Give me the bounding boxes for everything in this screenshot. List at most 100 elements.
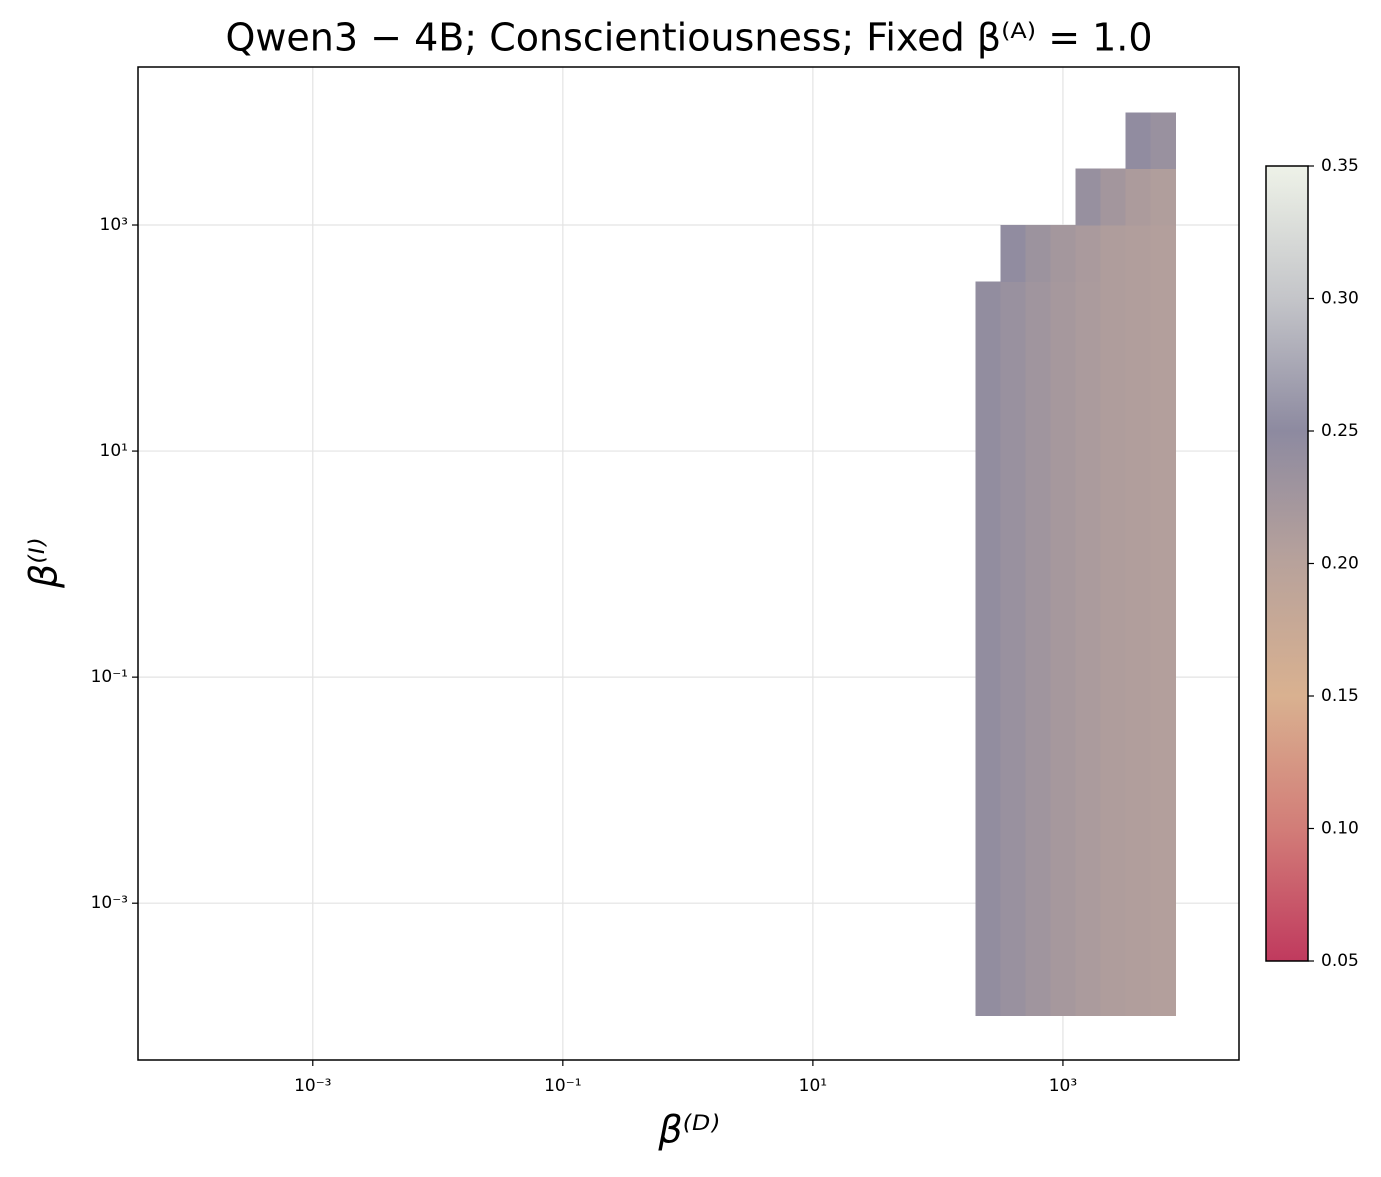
- x-tick-label: 10⁻¹: [544, 1076, 581, 1096]
- heatmap-cell: [1150, 563, 1177, 622]
- heatmap-cell: [1150, 507, 1177, 565]
- chart-title: Qwen3 − 4B; Conscientiousness; Fixed β⁽ᴬ…: [225, 16, 1152, 60]
- heatmap-cell: [1000, 676, 1027, 735]
- heatmap-cell: [975, 789, 1001, 848]
- heatmap-cell: [1150, 846, 1177, 904]
- heatmap-cell: [1125, 224, 1152, 282]
- heatmap-cell: [1000, 733, 1027, 791]
- heatmap-cell: [1050, 281, 1077, 339]
- heatmap-cell: [1025, 846, 1052, 904]
- heatmap-cell: [1075, 903, 1102, 961]
- heatmap-cell: [1125, 450, 1152, 508]
- heatmap-cell: [1150, 676, 1177, 735]
- heatmap-cell: [1075, 394, 1102, 452]
- heatmap-cell: [1100, 733, 1127, 791]
- heatmap-cell: [1125, 112, 1152, 169]
- axes: 10⁻³ 10⁻¹ 10¹ 10³ 10⁻³ 10⁻¹ 10¹ 10³ 0.05 0.10 0.15…: [91, 66, 1359, 1096]
- heatmap-cell: [1025, 903, 1052, 961]
- heatmap-cell: [1100, 563, 1127, 622]
- heatmap-cell: [1000, 224, 1027, 282]
- heatmap-cell: [1050, 620, 1077, 678]
- colorbar-tick-label: 0.30: [1321, 289, 1359, 309]
- heatmap-cell: [975, 846, 1001, 904]
- heatmap-cell: [1150, 450, 1177, 508]
- heatmap-cell: [1025, 337, 1052, 395]
- heatmap-cell: [1075, 224, 1102, 282]
- heatmap-cell: [1025, 733, 1052, 791]
- heatmap-cell: [1100, 337, 1127, 395]
- heatmap-cell: [1000, 620, 1027, 678]
- heatmap-cell: [975, 676, 1001, 735]
- colorbar-tick-label: 0.20: [1321, 554, 1359, 574]
- heatmap-cell: [1150, 337, 1177, 395]
- heatmap-cell: [1125, 789, 1152, 848]
- x-tick-label: 10¹: [799, 1076, 827, 1096]
- heatmap-cell: [1100, 168, 1127, 226]
- heatmap-cell: [1100, 281, 1127, 339]
- heatmap-cell: [1125, 337, 1152, 395]
- heatmap-cell: [1075, 563, 1102, 622]
- x-tick-label: 10⁻³: [294, 1076, 331, 1096]
- heatmap-cell: [1050, 224, 1077, 282]
- x-axis-label: β⁽ᴰ⁾: [657, 1108, 719, 1152]
- heatmap-cell: [1100, 450, 1127, 508]
- y-axis-label: β⁽ᴵ⁾: [22, 538, 66, 589]
- heatmap-cell: [1100, 507, 1127, 565]
- heatmap-cell: [1150, 112, 1177, 169]
- heatmap-cell: [1100, 394, 1127, 452]
- heatmap-cell: [975, 450, 1001, 508]
- heatmap-cell: [1100, 676, 1127, 735]
- heatmap-cell: [1075, 168, 1102, 226]
- heatmap-cell: [1150, 903, 1177, 961]
- heatmap-cell: [1000, 394, 1027, 452]
- heatmap-cell: [1025, 281, 1052, 339]
- colorbar-tick-label: 0.35: [1321, 156, 1359, 176]
- heatmap-cell: [1025, 507, 1052, 565]
- heatmap-cell: [1025, 676, 1052, 735]
- heatmap-cell: [1100, 789, 1127, 848]
- heatmap-cell: [1050, 733, 1077, 791]
- heatmap-cell: [1150, 394, 1177, 452]
- heatmap-cell: [1150, 959, 1177, 1016]
- heatmap-cell: [1025, 224, 1052, 282]
- heatmap-cell: [1150, 224, 1177, 282]
- colorbar-tick-label: 0.15: [1321, 686, 1359, 706]
- heatmap-cell: [1025, 450, 1052, 508]
- heatmap-cell: [975, 620, 1001, 678]
- heatmap-cell: [1150, 168, 1177, 226]
- heatmap-cell: [1050, 676, 1077, 735]
- heatmap-cell: [1000, 450, 1027, 508]
- heatmap-cell: [975, 733, 1001, 791]
- heatmap-cell: [1000, 903, 1027, 961]
- heatmap-cell: [1075, 789, 1102, 848]
- heatmap-cell: [975, 959, 1001, 1016]
- heatmap-cell: [1000, 789, 1027, 848]
- heatmap-cell: [1075, 733, 1102, 791]
- heatmap-cell: [1125, 394, 1152, 452]
- heatmap-cells: [975, 112, 1177, 1016]
- heatmap-cell: [1075, 959, 1102, 1016]
- heatmap-cell: [1050, 507, 1077, 565]
- heatmap-cell: [1075, 676, 1102, 735]
- heatmap-cell: [1050, 337, 1077, 395]
- heatmap-cell: [1125, 676, 1152, 735]
- y-tick-label: 10⁻³: [91, 893, 128, 913]
- y-tick-label: 10⁻¹: [91, 667, 128, 687]
- heatmap-cell: [975, 563, 1001, 622]
- y-tick-label: 10¹: [100, 441, 128, 461]
- heatmap-cell: [1150, 281, 1177, 339]
- heatmap-cell: [1100, 846, 1127, 904]
- heatmap-cell: [1150, 733, 1177, 791]
- heatmap-cell: [1075, 507, 1102, 565]
- heatmap-cell: [1100, 224, 1127, 282]
- heatmap-cell: [1050, 450, 1077, 508]
- heatmap-cell: [1050, 846, 1077, 904]
- heatmap-cell: [1100, 959, 1127, 1016]
- heatmap-cell: [1025, 394, 1052, 452]
- heatmap-cell: [975, 394, 1001, 452]
- heatmap-cell: [975, 507, 1001, 565]
- heatmap-cell: [1125, 959, 1152, 1016]
- heatmap-cell: [1100, 620, 1127, 678]
- heatmap-cell: [1025, 620, 1052, 678]
